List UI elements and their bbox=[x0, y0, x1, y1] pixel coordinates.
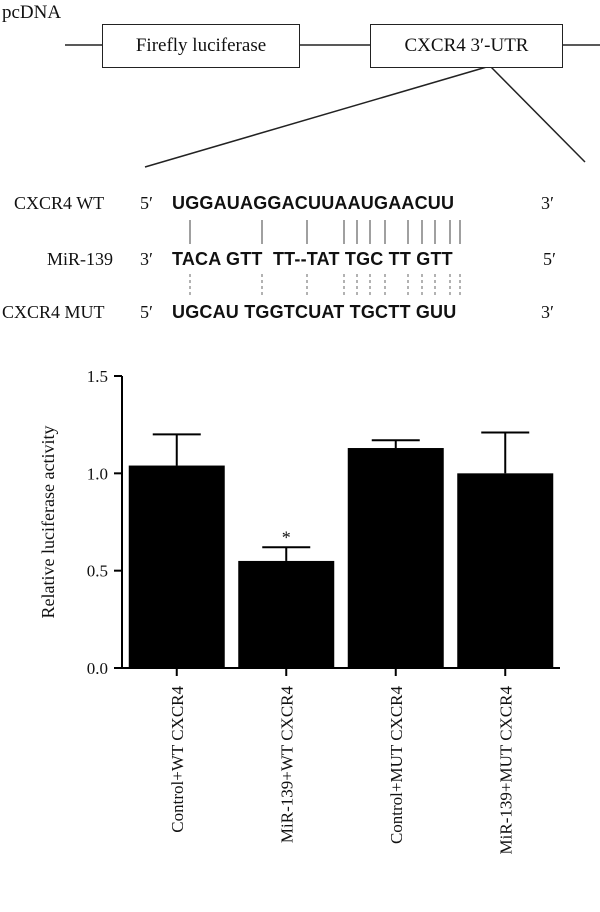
wt-label: CXCR4 WT bbox=[14, 193, 105, 213]
mut-5prime: 5′ bbox=[140, 302, 153, 322]
significance-marker: * bbox=[282, 527, 291, 547]
mut-3prime: 3′ bbox=[541, 302, 554, 322]
zoom-line-left bbox=[144, 65, 491, 168]
mut-sequence: UGCAU TGGTCUAT TGCTT GUU bbox=[172, 302, 457, 322]
mir-label: MiR-139 bbox=[47, 249, 114, 269]
bar bbox=[238, 560, 335, 668]
y-tick-label: 0.5 bbox=[87, 562, 108, 581]
wt-5prime: 5′ bbox=[140, 193, 153, 213]
bar bbox=[347, 448, 444, 668]
category-label: Control+WT CXCR4 bbox=[168, 686, 187, 833]
y-tick-label: 0.0 bbox=[87, 659, 108, 678]
bar bbox=[457, 473, 554, 668]
y-tick-label: 1.5 bbox=[87, 367, 108, 386]
category-label: MiR-139+MUT CXCR4 bbox=[496, 686, 515, 855]
mir-5prime: 5′ bbox=[543, 249, 556, 269]
cxcr4-utr-box: CXCR4 3′-UTR bbox=[370, 24, 563, 68]
bar bbox=[128, 465, 225, 668]
mir-sequence: TACA GTT TT--TAT TGC TT GTT bbox=[172, 249, 453, 269]
wt-sequence: UGGAUAGGACUUAAUGAACUU bbox=[172, 193, 455, 213]
vector-label: pcDNA bbox=[2, 2, 62, 23]
mut-label: CXCR4 MUT bbox=[2, 302, 105, 322]
construct-lines bbox=[65, 44, 600, 168]
mir-3prime: 3′ bbox=[140, 249, 153, 269]
firefly-luciferase-box: Firefly luciferase bbox=[102, 24, 300, 68]
category-label: Control+MUT CXCR4 bbox=[387, 686, 406, 845]
y-tick-label: 1.0 bbox=[87, 464, 108, 483]
wt-3prime: 3′ bbox=[541, 193, 554, 213]
pairing-marks bbox=[189, 220, 461, 296]
y-axis-label: Relative luciferase activity bbox=[38, 426, 58, 619]
category-label: MiR-139+WT CXCR4 bbox=[277, 686, 296, 844]
zoom-line-right bbox=[489, 65, 586, 163]
